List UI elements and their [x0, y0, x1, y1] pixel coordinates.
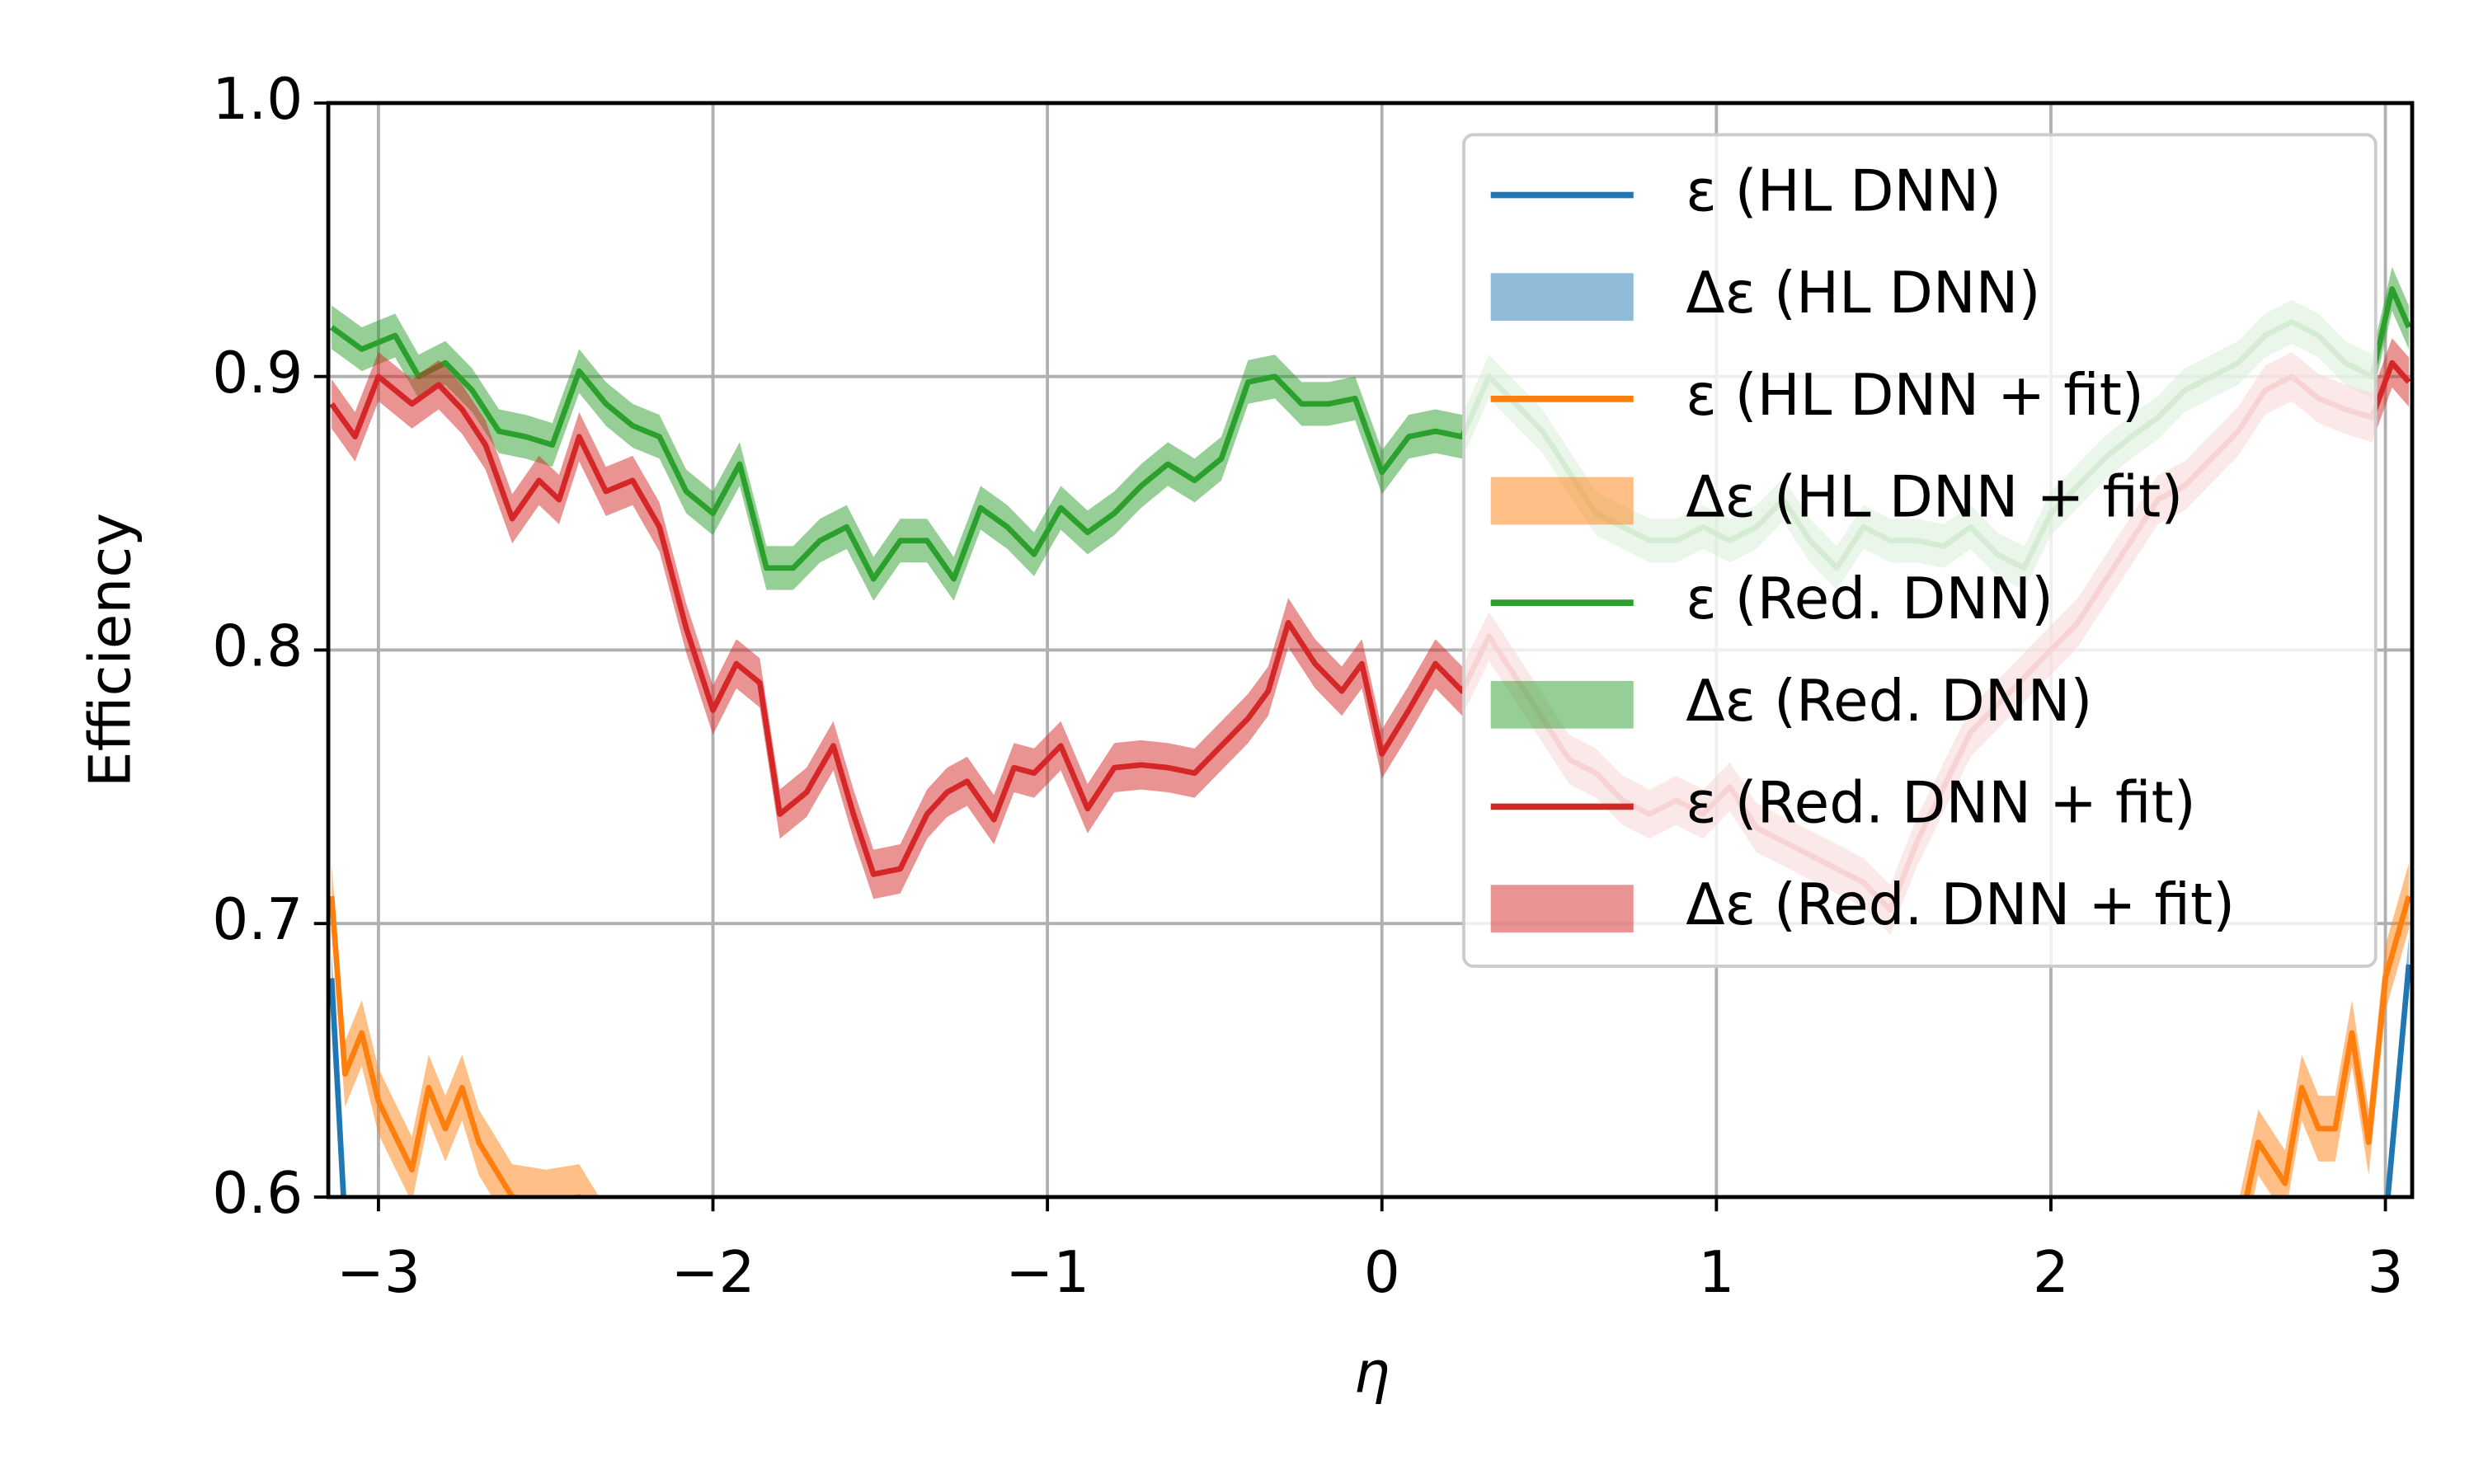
x-tick-label: 3	[2368, 1240, 2404, 1306]
legend-band	[1490, 885, 1634, 932]
y-tick-label: 0.8	[212, 613, 303, 679]
legend-label: Δε (HL DNN)	[1686, 261, 2040, 326]
x-tick-label: −1	[1005, 1240, 1089, 1306]
legend-frame	[1462, 133, 2378, 968]
y-axis-label: Efficiency	[78, 513, 143, 787]
legend-label: ε (HL DNN)	[1686, 159, 2001, 225]
legend-label: Δε (Red. DNN)	[1686, 669, 2092, 735]
y-tick-label: 0.6	[212, 1161, 303, 1227]
x-tick-label: 2	[2033, 1240, 2069, 1306]
y-tick-label: 0.9	[212, 340, 303, 406]
x-tick-label: −3	[336, 1240, 421, 1306]
y-tick-label: 0.7	[212, 887, 303, 953]
ticks: −3 −2 −1 0 1 2 3 0.6 0.7 0.8 0.9 1.0	[212, 67, 2403, 1306]
legend-label: Δε (Red. DNN + fit)	[1686, 872, 2235, 938]
legend: ε (HL DNN) Δε (HL DNN) ε (HL DNN + fit) Δε …	[1462, 133, 2378, 968]
legend-band	[1490, 477, 1634, 525]
x-tick-label: 1	[1698, 1240, 1734, 1306]
legend-label: ε (Red. DNN + fit)	[1686, 770, 2196, 836]
x-axis-label: η	[1354, 1340, 1390, 1406]
y-tick-label: 1.0	[212, 67, 303, 133]
error-band	[332, 338, 2409, 935]
line	[328, 964, 2412, 1197]
x-tick-label: −2	[671, 1240, 755, 1306]
legend-band	[1490, 680, 1634, 729]
legend-label: Δε (HL DNN + fit)	[1686, 465, 2183, 531]
x-tick-label: 0	[1364, 1240, 1400, 1306]
legend-label: ε (HL DNN + fit)	[1686, 363, 2144, 429]
legend-label: ε (Red. DNN)	[1686, 566, 2053, 632]
legend-band	[1490, 273, 1634, 322]
line	[328, 895, 2412, 1197]
